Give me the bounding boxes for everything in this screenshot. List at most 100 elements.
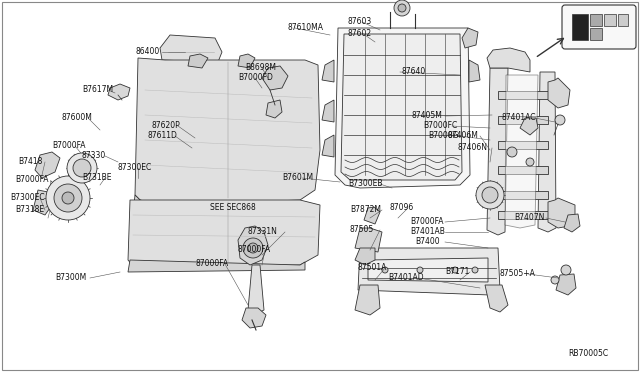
Polygon shape bbox=[469, 60, 480, 82]
Polygon shape bbox=[498, 91, 548, 99]
Polygon shape bbox=[262, 66, 288, 90]
Circle shape bbox=[507, 147, 517, 157]
Polygon shape bbox=[128, 200, 320, 268]
Polygon shape bbox=[108, 84, 130, 100]
Text: 87406M: 87406M bbox=[448, 131, 479, 141]
Polygon shape bbox=[368, 258, 488, 282]
Text: 87300EC: 87300EC bbox=[118, 164, 152, 173]
Text: B7000FC: B7000FC bbox=[423, 122, 457, 131]
Text: RB70005C: RB70005C bbox=[568, 350, 608, 359]
Text: B7000FA: B7000FA bbox=[52, 141, 86, 151]
Text: 87501A: 87501A bbox=[358, 263, 387, 273]
FancyBboxPatch shape bbox=[572, 14, 588, 40]
Text: 87331N: 87331N bbox=[248, 228, 278, 237]
Polygon shape bbox=[322, 100, 334, 122]
Polygon shape bbox=[238, 226, 268, 265]
Text: 87610MA: 87610MA bbox=[288, 23, 324, 32]
Text: 87000FA: 87000FA bbox=[238, 246, 271, 254]
Polygon shape bbox=[133, 195, 158, 220]
Text: B7318E: B7318E bbox=[15, 205, 44, 215]
Polygon shape bbox=[364, 207, 380, 224]
Polygon shape bbox=[188, 54, 208, 68]
Polygon shape bbox=[487, 48, 530, 72]
Polygon shape bbox=[266, 100, 282, 118]
Polygon shape bbox=[358, 248, 500, 295]
Polygon shape bbox=[355, 248, 375, 265]
Polygon shape bbox=[462, 28, 478, 48]
Text: B7300EB: B7300EB bbox=[348, 180, 383, 189]
Polygon shape bbox=[160, 35, 222, 62]
Text: B7000FA: B7000FA bbox=[410, 218, 444, 227]
Text: 87096: 87096 bbox=[390, 203, 414, 212]
Text: B7000G: B7000G bbox=[428, 131, 458, 141]
Polygon shape bbox=[335, 28, 470, 188]
Text: B7300M: B7300M bbox=[55, 273, 86, 282]
Text: B7171: B7171 bbox=[445, 267, 469, 276]
Circle shape bbox=[417, 267, 423, 273]
Polygon shape bbox=[322, 60, 334, 82]
Text: B7000FD: B7000FD bbox=[238, 74, 273, 83]
Polygon shape bbox=[35, 152, 60, 178]
Circle shape bbox=[561, 265, 571, 275]
Text: B7401AD: B7401AD bbox=[388, 273, 424, 282]
Text: 87505+A: 87505+A bbox=[500, 269, 536, 279]
FancyBboxPatch shape bbox=[562, 5, 636, 49]
Circle shape bbox=[398, 4, 406, 12]
Polygon shape bbox=[248, 265, 264, 314]
Polygon shape bbox=[487, 68, 508, 235]
Polygon shape bbox=[498, 191, 548, 199]
Circle shape bbox=[476, 181, 504, 209]
Circle shape bbox=[243, 238, 263, 258]
Text: SEE SEC868: SEE SEC868 bbox=[210, 203, 256, 212]
Text: 87401AC: 87401AC bbox=[502, 113, 536, 122]
Polygon shape bbox=[520, 118, 538, 135]
Circle shape bbox=[394, 0, 410, 16]
Text: B731BE: B731BE bbox=[82, 173, 111, 183]
Polygon shape bbox=[548, 78, 570, 108]
Text: B7418: B7418 bbox=[18, 157, 42, 167]
Polygon shape bbox=[556, 274, 576, 295]
Circle shape bbox=[67, 153, 97, 183]
Text: 87640: 87640 bbox=[402, 67, 426, 77]
Text: 87000FA: 87000FA bbox=[195, 260, 228, 269]
Text: 87603: 87603 bbox=[348, 17, 372, 26]
Circle shape bbox=[73, 159, 91, 177]
Circle shape bbox=[482, 187, 498, 203]
Circle shape bbox=[62, 192, 74, 204]
Text: B7407N: B7407N bbox=[514, 214, 545, 222]
Text: B7000FA: B7000FA bbox=[15, 176, 49, 185]
Text: B7400: B7400 bbox=[415, 237, 440, 247]
Text: B7872M: B7872M bbox=[350, 205, 381, 215]
Text: 87406N: 87406N bbox=[458, 144, 488, 153]
Text: 87330: 87330 bbox=[82, 151, 106, 160]
Polygon shape bbox=[498, 211, 548, 219]
Circle shape bbox=[54, 184, 82, 212]
Text: B7300EC: B7300EC bbox=[10, 193, 45, 202]
Polygon shape bbox=[341, 34, 462, 180]
Polygon shape bbox=[538, 72, 556, 232]
Circle shape bbox=[248, 243, 258, 253]
Polygon shape bbox=[564, 214, 580, 232]
Circle shape bbox=[452, 267, 458, 273]
Circle shape bbox=[526, 158, 534, 166]
FancyBboxPatch shape bbox=[618, 14, 628, 26]
Text: B7401AB: B7401AB bbox=[410, 228, 445, 237]
FancyBboxPatch shape bbox=[590, 14, 602, 26]
Circle shape bbox=[46, 176, 90, 220]
Polygon shape bbox=[355, 228, 382, 252]
Text: B7617M: B7617M bbox=[82, 86, 113, 94]
FancyBboxPatch shape bbox=[604, 14, 616, 26]
Text: 86400: 86400 bbox=[135, 48, 159, 57]
Circle shape bbox=[472, 267, 478, 273]
Polygon shape bbox=[135, 58, 320, 205]
Polygon shape bbox=[355, 285, 380, 315]
Text: B8698M: B8698M bbox=[245, 64, 276, 73]
FancyBboxPatch shape bbox=[590, 28, 602, 40]
Polygon shape bbox=[33, 190, 52, 215]
Circle shape bbox=[555, 115, 565, 125]
Text: 87505: 87505 bbox=[350, 225, 374, 234]
Text: 87600M: 87600M bbox=[62, 113, 93, 122]
Polygon shape bbox=[238, 54, 255, 68]
Polygon shape bbox=[498, 141, 548, 149]
Polygon shape bbox=[498, 166, 548, 174]
